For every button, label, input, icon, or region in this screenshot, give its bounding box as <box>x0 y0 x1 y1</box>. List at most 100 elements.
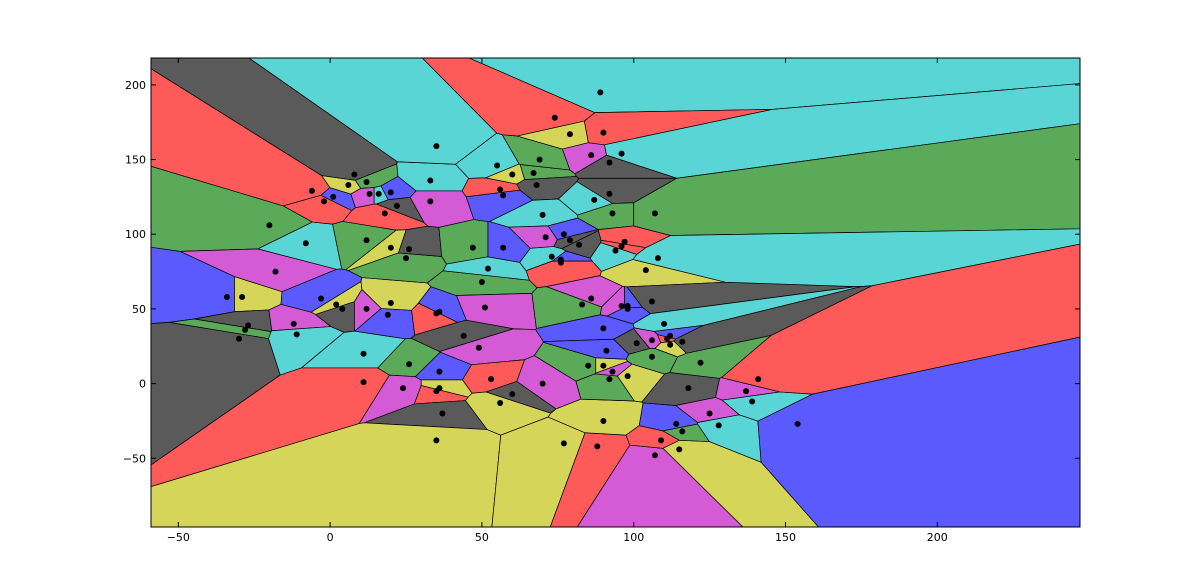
data-point <box>266 222 273 229</box>
data-point <box>743 388 750 395</box>
voronoi-region <box>720 243 1080 395</box>
x-tick-label: 50 <box>475 531 489 544</box>
data-point <box>566 131 573 138</box>
data-point <box>679 338 686 345</box>
data-point <box>439 410 446 417</box>
data-point <box>597 89 604 96</box>
data-point <box>651 452 658 459</box>
data-point <box>406 246 413 253</box>
data-point <box>500 244 507 251</box>
data-point <box>618 243 625 250</box>
data-point <box>591 196 598 203</box>
data-point <box>673 420 680 427</box>
data-point <box>560 440 567 447</box>
data-point <box>366 190 373 197</box>
data-point <box>488 376 495 383</box>
data-point <box>393 202 400 209</box>
data-point <box>576 241 583 248</box>
data-point <box>539 380 546 387</box>
data-point <box>606 376 613 383</box>
data-point <box>360 379 367 386</box>
data-point <box>302 240 309 247</box>
data-point <box>363 178 370 185</box>
x-tick-label: 150 <box>775 531 796 544</box>
data-point <box>618 302 625 309</box>
data-point <box>539 211 546 218</box>
data-point <box>624 373 631 380</box>
axis-ticks: −50 0 50 100 150 200 −50 0 50 100 150 200 <box>123 58 1080 544</box>
data-point <box>360 350 367 357</box>
data-point <box>621 238 628 245</box>
data-point <box>588 295 595 302</box>
data-point <box>236 335 243 342</box>
y-tick-label: 0 <box>139 378 146 391</box>
data-point <box>612 247 619 254</box>
x-tick-label: 0 <box>327 531 334 544</box>
data-point <box>245 322 252 329</box>
data-point <box>606 159 613 166</box>
voronoi-regions <box>151 58 1080 527</box>
data-point <box>648 337 655 344</box>
data-point <box>648 298 655 305</box>
data-point <box>542 234 549 241</box>
y-tick-label: 50 <box>132 303 146 316</box>
data-point <box>381 210 388 217</box>
data-point <box>469 244 476 251</box>
data-point <box>427 177 434 184</box>
data-point <box>387 299 394 306</box>
data-point <box>242 326 249 333</box>
data-point <box>500 192 507 199</box>
y-tick-label: −50 <box>123 452 146 465</box>
y-tick-label: 200 <box>125 79 146 92</box>
data-point <box>603 347 610 354</box>
y-tick-label: 100 <box>125 228 146 241</box>
voronoi-region <box>151 422 502 527</box>
data-point <box>667 332 674 339</box>
data-point <box>715 422 722 429</box>
data-point <box>676 446 683 453</box>
data-point <box>339 305 346 312</box>
data-point <box>345 181 352 188</box>
data-point <box>600 325 607 332</box>
data-point <box>484 265 491 272</box>
data-point <box>290 320 297 327</box>
data-point <box>609 210 616 217</box>
data-point <box>533 181 540 188</box>
x-tick-label: −50 <box>167 531 190 544</box>
data-point <box>387 189 394 196</box>
data-point <box>685 385 692 392</box>
x-tick-label: 200 <box>927 531 948 544</box>
voronoi-region <box>438 219 489 265</box>
data-point <box>481 304 488 311</box>
data-point <box>406 361 413 368</box>
data-points <box>223 89 801 459</box>
data-point <box>655 255 661 262</box>
data-point <box>585 362 592 369</box>
data-point <box>497 400 504 407</box>
data-point <box>530 170 537 177</box>
data-point <box>600 129 607 136</box>
data-point <box>579 301 586 308</box>
data-point <box>642 267 649 274</box>
data-point <box>436 385 443 392</box>
data-point <box>351 171 358 178</box>
data-point <box>433 437 440 444</box>
data-point <box>706 410 713 417</box>
data-point <box>697 359 704 366</box>
data-point <box>618 150 625 157</box>
data-point <box>387 244 394 251</box>
data-point <box>606 190 613 197</box>
data-point <box>661 320 668 327</box>
data-point <box>239 293 246 300</box>
data-point <box>600 417 607 424</box>
data-point <box>794 420 801 427</box>
data-point <box>375 190 382 197</box>
data-point <box>330 193 337 200</box>
data-point <box>536 156 543 163</box>
data-point <box>272 268 279 275</box>
data-point <box>509 391 516 398</box>
data-point <box>566 237 573 244</box>
data-point <box>658 437 665 444</box>
data-point <box>557 259 564 266</box>
